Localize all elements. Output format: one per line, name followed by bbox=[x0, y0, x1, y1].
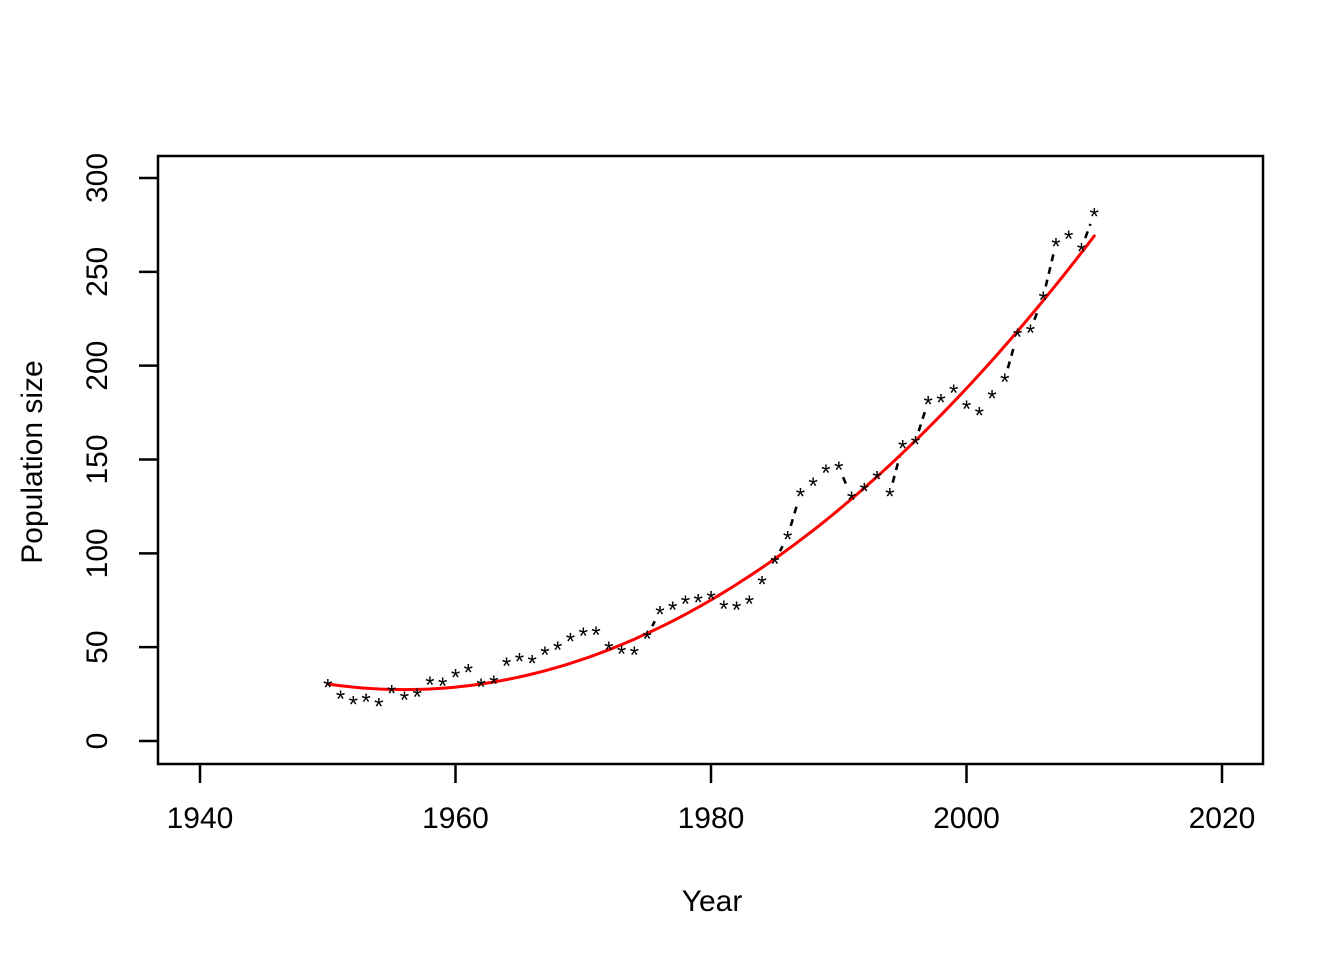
y-axis: 0 50 100 150 200 250 300 bbox=[81, 153, 158, 749]
dashed-segment bbox=[841, 476, 849, 488]
data-point-marker: * bbox=[962, 396, 971, 423]
data-point-marker: * bbox=[566, 629, 575, 656]
data-point-marker: * bbox=[617, 641, 626, 668]
data-point-marker: * bbox=[361, 689, 370, 716]
data-point-marker: * bbox=[642, 626, 651, 653]
data-point-marker: * bbox=[757, 571, 766, 598]
x-tick-label: 1980 bbox=[678, 802, 745, 835]
data-point-marker: * bbox=[400, 687, 409, 714]
data-point-marker: * bbox=[1051, 234, 1060, 261]
dashed-segment bbox=[1033, 306, 1041, 321]
data-points: * * * * * * * * * * * ** ** * * * * * * ** * *** * * * * * * ***** * *… bbox=[323, 204, 1099, 721]
data-point-marker: * bbox=[834, 457, 843, 484]
data-point-marker: * bbox=[783, 526, 792, 553]
y-tick-label: 50 bbox=[81, 630, 114, 663]
x-axis-title: Year bbox=[681, 885, 743, 918]
data-point-marker: * bbox=[949, 380, 958, 407]
dashed-segment bbox=[1044, 254, 1055, 287]
data-point-marker: * bbox=[1026, 320, 1035, 347]
data-point-marker: * bbox=[374, 693, 383, 720]
data-point-marker: * bbox=[821, 460, 830, 487]
data-point-marker: * bbox=[924, 391, 933, 418]
y-tick-label: 200 bbox=[81, 341, 114, 391]
data-point-marker: * bbox=[630, 642, 639, 669]
data-point-marker: * bbox=[898, 435, 907, 462]
plot-box bbox=[156, 154, 1265, 766]
data-point-marker: * bbox=[489, 671, 498, 698]
dashed-segment bbox=[789, 503, 799, 527]
data-point-marker: * bbox=[540, 642, 549, 669]
data-point-marker: * bbox=[527, 650, 536, 677]
y-tick-label: 250 bbox=[81, 247, 114, 297]
data-point-marker: * bbox=[1077, 238, 1086, 265]
dashed-segment bbox=[1084, 223, 1092, 239]
data-point-marker: * bbox=[553, 637, 562, 664]
data-point-marker: * bbox=[323, 675, 332, 702]
x-tick-label: 1960 bbox=[422, 802, 489, 835]
data-point-marker: * bbox=[681, 591, 690, 618]
data-point-marker: * bbox=[911, 432, 920, 459]
data-point-marker: * bbox=[872, 466, 881, 493]
data-point-marker: * bbox=[387, 680, 396, 707]
dashed-segment bbox=[891, 455, 902, 483]
data-point-marker: * bbox=[936, 389, 945, 416]
data-point-marker: * bbox=[451, 664, 460, 691]
x-tick-label: 2000 bbox=[933, 802, 1000, 835]
data-point-marker: * bbox=[1090, 204, 1099, 231]
data-point-marker: * bbox=[885, 483, 894, 510]
y-tick-label: 100 bbox=[81, 528, 114, 578]
data-point-marker: * bbox=[745, 591, 754, 618]
y-tick-label: 0 bbox=[81, 733, 114, 750]
y-tick-label: 300 bbox=[81, 153, 114, 203]
x-tick-label: 2020 bbox=[1189, 802, 1256, 835]
data-point-marker: * bbox=[604, 637, 613, 664]
dashed-segment bbox=[917, 411, 927, 432]
y-axis-title: Population size bbox=[16, 360, 49, 564]
dashed-segment bbox=[651, 620, 656, 627]
data-point-marker: * bbox=[591, 622, 600, 649]
data-point-marker: * bbox=[987, 386, 996, 413]
data-point-marker: * bbox=[515, 648, 524, 675]
data-point-marker: * bbox=[655, 602, 664, 629]
data-point-marker: * bbox=[502, 653, 511, 680]
data-point-marker: * bbox=[770, 551, 779, 578]
data-point-marker: * bbox=[860, 479, 869, 506]
data-point-marker: * bbox=[464, 660, 473, 687]
data-point-marker: * bbox=[975, 403, 984, 430]
dashed-connecting-line bbox=[651, 223, 1092, 627]
data-point-marker: * bbox=[847, 487, 856, 514]
data-point-marker: * bbox=[349, 692, 358, 719]
fitted-curve bbox=[326, 234, 1096, 692]
data-point-marker: * bbox=[694, 589, 703, 616]
data-point-marker: * bbox=[668, 597, 677, 624]
data-point-marker: * bbox=[719, 596, 728, 623]
data-point-marker: * bbox=[425, 672, 434, 699]
x-tick-label: 1940 bbox=[167, 802, 234, 835]
dashed-segment bbox=[1006, 343, 1016, 369]
data-point-marker: * bbox=[1064, 226, 1073, 253]
data-point-marker: * bbox=[796, 483, 805, 510]
data-point-marker: * bbox=[476, 674, 485, 701]
data-point-marker: * bbox=[809, 473, 818, 500]
data-point-marker: * bbox=[438, 673, 447, 700]
data-point-marker: * bbox=[732, 597, 741, 624]
x-axis: 1940 1960 1980 2000 2020 bbox=[167, 764, 1256, 835]
dashed-segment bbox=[778, 545, 784, 552]
data-point-marker: * bbox=[706, 586, 715, 613]
data-point-marker: * bbox=[1038, 287, 1047, 314]
data-point-marker: * bbox=[413, 684, 422, 711]
data-point-marker: * bbox=[1013, 324, 1022, 351]
y-tick-label: 150 bbox=[81, 434, 114, 484]
data-point-marker: * bbox=[1000, 369, 1009, 396]
data-point-marker: * bbox=[336, 686, 345, 713]
data-point-marker: * bbox=[579, 623, 588, 650]
